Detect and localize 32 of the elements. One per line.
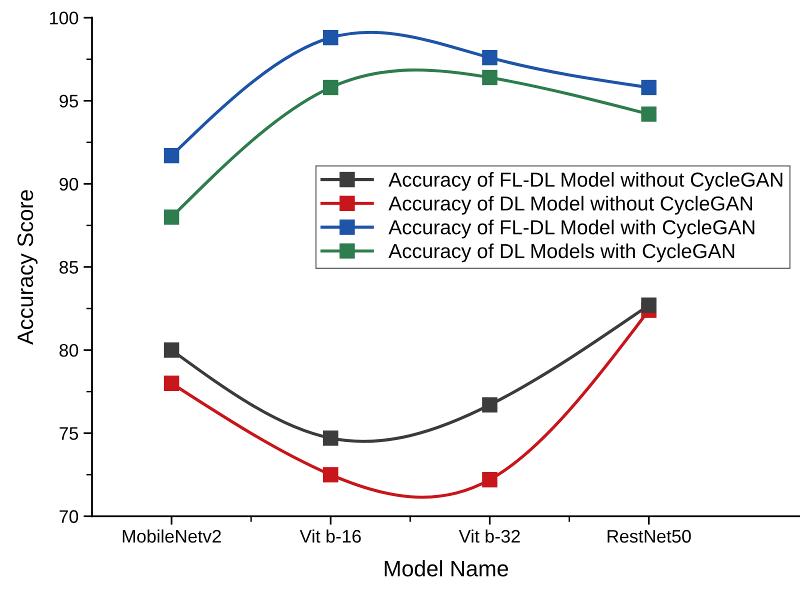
- legend-label: Accuracy of DL Model without CycleGAN: [388, 196, 752, 215]
- point: [482, 50, 498, 66]
- legend-label: Accuracy of FL-DL Model without CycleGAN: [388, 172, 782, 191]
- point: [323, 467, 338, 482]
- point: [323, 30, 338, 46]
- point: [323, 430, 338, 446]
- point: [164, 376, 180, 391]
- point: [482, 397, 498, 413]
- point: [164, 148, 180, 164]
- y-tick-label: 85: [60, 260, 78, 274]
- y-tick-label: 95: [60, 94, 78, 108]
- point: [323, 80, 338, 96]
- y-tick-label: 100: [50, 12, 78, 24]
- y-tick-label: 70: [60, 510, 78, 523]
- x-tick-label: Vit b-16: [300, 529, 361, 543]
- point: [641, 106, 656, 122]
- y-axis-title: Accuracy Score: [17, 190, 38, 345]
- point: [641, 80, 656, 96]
- point: [164, 342, 180, 358]
- x-tick-label: Vit b-32: [458, 529, 520, 543]
- point: [164, 209, 180, 225]
- x-tick-label: MobileNetv2: [122, 529, 221, 543]
- y-tick-label: 90: [60, 178, 78, 191]
- y-tick-label: 80: [60, 344, 78, 357]
- legend-label: Accuracy of DL Models with CycleGAN: [388, 243, 734, 262]
- x-axis-title: Model Name: [384, 560, 508, 576]
- point: [641, 298, 656, 313]
- point: [482, 472, 498, 488]
- legend-label: Accuracy of FL-DL Model with CycleGAN: [388, 220, 754, 238]
- point: [482, 70, 498, 86]
- x-tick-label: RestNet50: [608, 530, 691, 543]
- y-tick-label: 75: [60, 427, 78, 440]
